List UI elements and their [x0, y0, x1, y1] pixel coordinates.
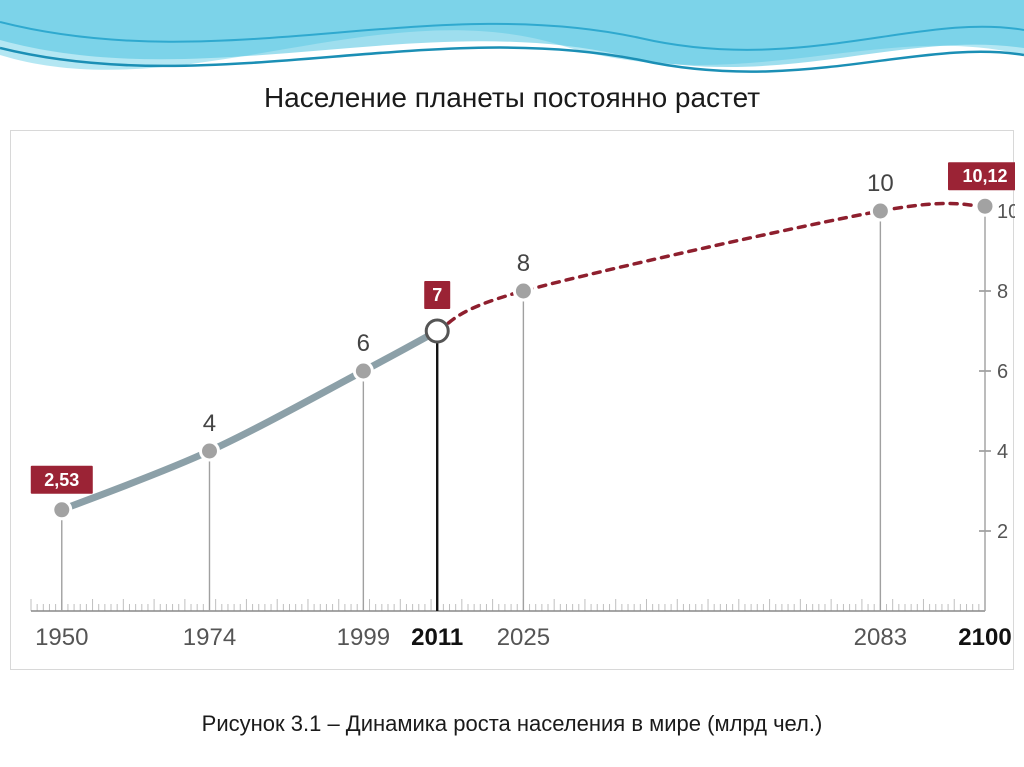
- svg-text:6: 6: [357, 330, 370, 357]
- svg-text:10: 10: [997, 201, 1015, 223]
- svg-text:10,12: 10,12: [962, 166, 1007, 186]
- svg-text:8: 8: [517, 250, 530, 277]
- svg-text:2: 2: [997, 521, 1008, 543]
- svg-text:10: 10: [867, 170, 894, 197]
- page-title: Население планеты постоянно растет: [0, 82, 1024, 114]
- svg-text:2083: 2083: [854, 624, 907, 651]
- population-chart: 2 4 6 8 10 1950 1974 1999 2011 2025 2083 2100 2,53 4 6…: [10, 130, 1014, 670]
- svg-text:1974: 1974: [183, 624, 236, 651]
- svg-text:4: 4: [997, 441, 1008, 463]
- svg-text:7: 7: [432, 285, 442, 305]
- svg-text:8: 8: [997, 281, 1008, 303]
- svg-text:1950: 1950: [35, 624, 88, 651]
- svg-text:2025: 2025: [497, 624, 550, 651]
- svg-text:4: 4: [203, 410, 216, 437]
- svg-text:6: 6: [997, 361, 1008, 383]
- svg-text:2,53: 2,53: [44, 470, 79, 490]
- figure-caption: Рисунок 3.1 – Динамика роста населения в…: [0, 711, 1024, 737]
- chart-svg: 2 4 6 8 10 1950 1974 1999 2011 2025 2083 2100 2,53 4 6…: [11, 131, 1015, 671]
- svg-text:1999: 1999: [337, 624, 390, 651]
- svg-text:2011: 2011: [411, 624, 463, 651]
- svg-text:2100: 2100: [958, 624, 1011, 651]
